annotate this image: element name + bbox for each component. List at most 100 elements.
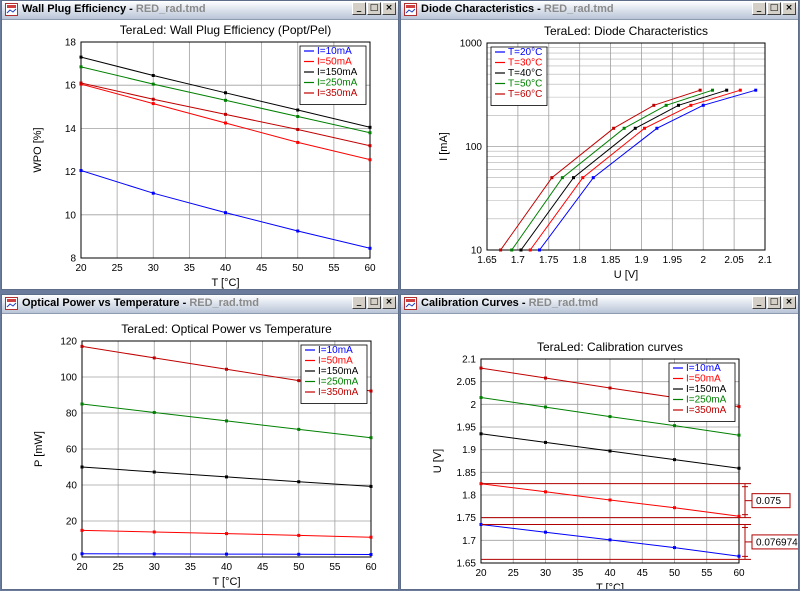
legend-entry: I=150mA — [318, 366, 359, 377]
x-tick-label: 20 — [75, 263, 87, 274]
x-tick-label: 50 — [293, 562, 305, 573]
data-point — [368, 131, 372, 135]
y-tick-label: 2.1 — [462, 355, 476, 366]
x-tick-label: 30 — [149, 562, 161, 573]
y-tick-label: 10 — [471, 246, 483, 257]
minimize-button[interactable]: _ — [352, 296, 366, 309]
y-tick-label: 40 — [66, 481, 78, 492]
chart-title: TeraLed: Calibration curves — [537, 340, 683, 354]
data-point — [369, 535, 373, 539]
annotation-box — [751, 493, 791, 509]
data-point — [479, 432, 483, 436]
data-point — [673, 546, 676, 550]
data-point — [151, 73, 155, 77]
data-point — [652, 103, 656, 107]
data-point — [608, 449, 612, 453]
data-point — [608, 538, 612, 542]
x-tick-label: 30 — [540, 568, 552, 579]
legend-box — [300, 344, 368, 404]
data-point — [80, 465, 84, 469]
close-button[interactable]: × — [382, 296, 396, 309]
minimize-button[interactable]: _ — [752, 296, 766, 309]
data-point — [544, 376, 547, 380]
data-point — [544, 530, 547, 534]
x-tick-label: 20 — [76, 562, 88, 573]
legend-entry: T=20°C — [508, 47, 542, 58]
window-title: Wall Plug Efficiency — [22, 3, 127, 15]
x-tick-label: 2.1 — [758, 255, 772, 266]
data-point — [689, 103, 693, 107]
x-tick-label: 40 — [604, 568, 616, 579]
maximize-button[interactable]: □ — [367, 296, 381, 309]
y-tick-label: 14 — [65, 124, 77, 135]
data-point — [499, 248, 503, 252]
data-point — [737, 554, 741, 558]
title-bar[interactable]: Wall Plug Efficiency - RED_rad.tmd _ □ × — [2, 1, 398, 20]
legend-box — [668, 362, 736, 422]
close-button[interactable]: × — [382, 2, 396, 15]
data-point — [151, 102, 155, 106]
y-tick-label: 12 — [65, 167, 77, 178]
title-bar[interactable]: Diode Characteristics - RED_rad.tmd _ □ … — [401, 1, 798, 20]
plot-frame — [80, 41, 371, 259]
window-wall-plug-efficiency[interactable]: Wall Plug Efficiency - RED_rad.tmd _ □ ×… — [1, 0, 399, 290]
x-tick-label: 1.75 — [539, 255, 559, 266]
minimize-button[interactable]: _ — [752, 2, 766, 15]
x-tick-label: 50 — [669, 568, 681, 579]
data-point — [369, 552, 373, 556]
x-axis-label: U [V] — [614, 269, 638, 281]
data-point — [725, 88, 729, 92]
x-tick-label: 2.05 — [724, 255, 744, 266]
x-tick-label: 25 — [508, 568, 520, 579]
y-tick-label: 120 — [60, 337, 77, 348]
data-point — [79, 81, 83, 85]
title-bar[interactable]: Optical Power vs Temperature - RED_rad.t… — [2, 295, 398, 314]
legend-entry: I=50mA — [318, 356, 353, 367]
data-point — [737, 405, 741, 409]
data-point — [673, 506, 676, 510]
x-tick-label: 50 — [292, 263, 304, 274]
window-title: Calibration Curves — [421, 297, 519, 309]
x-tick-label: 25 — [113, 562, 125, 573]
close-button[interactable]: × — [782, 2, 796, 15]
data-point — [560, 176, 564, 180]
y-axis-label: P [mW] — [33, 431, 45, 467]
data-point — [368, 158, 372, 162]
window-optical-power[interactable]: Optical Power vs Temperature - RED_rad.t… — [1, 294, 399, 590]
data-point — [296, 127, 300, 131]
x-tick-label: 25 — [112, 263, 124, 274]
maximize-button[interactable]: □ — [367, 2, 381, 15]
data-point — [225, 552, 228, 556]
y-tick-label: 80 — [66, 409, 78, 420]
x-tick-label: 55 — [329, 562, 341, 573]
legend-entry: I=50mA — [686, 374, 721, 385]
window-diode-characteristics[interactable]: Diode Characteristics - RED_rad.tmd _ □ … — [400, 0, 799, 290]
data-point — [581, 176, 585, 180]
data-point — [608, 415, 612, 419]
y-tick-label: 2 — [470, 400, 476, 411]
data-point — [225, 367, 228, 371]
close-button[interactable]: × — [782, 296, 796, 309]
data-point — [224, 211, 227, 215]
data-point — [544, 440, 547, 444]
y-tick-label: 0 — [71, 553, 77, 564]
data-point — [79, 65, 83, 69]
legend-entry: I=250mA — [318, 377, 359, 388]
data-point — [528, 248, 532, 252]
chart-title: TeraLed: Wall Plug Efficiency (Popt/Pel) — [120, 23, 331, 37]
app-icon — [5, 297, 18, 310]
maximize-button[interactable]: □ — [767, 2, 781, 15]
maximize-button[interactable]: □ — [767, 296, 781, 309]
data-point — [152, 530, 156, 534]
x-axis-label: T [°C] — [596, 582, 624, 589]
data-point — [225, 532, 228, 536]
title-bar[interactable]: Calibration Curves - RED_rad.tmd _ □ × — [401, 295, 798, 314]
window-calibration-curves[interactable]: Calibration Curves - RED_rad.tmd _ □ × T… — [400, 294, 799, 590]
chart-wall-plug-efficiency: TeraLed: Wall Plug Efficiency (Popt/Pel)… — [32, 23, 376, 289]
x-tick-label: 60 — [364, 263, 376, 274]
chart-calibration-curves: TeraLed: Calibration curves 1.65 1.7 1.75 1.… — [432, 340, 798, 589]
x-tick-label: 1.65 — [477, 255, 497, 266]
minimize-button[interactable]: _ — [352, 2, 366, 15]
data-point — [224, 98, 227, 102]
data-point — [608, 498, 612, 502]
